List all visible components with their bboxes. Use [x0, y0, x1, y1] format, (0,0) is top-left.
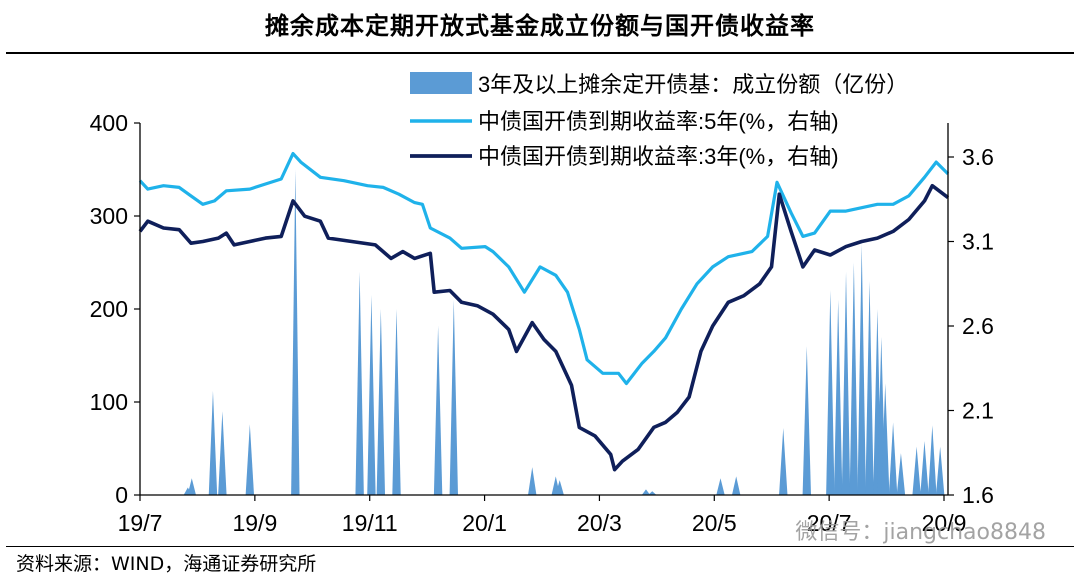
bar-mark — [245, 424, 255, 495]
bar-mark — [716, 478, 725, 495]
y-left-tick-label: 300 — [90, 203, 128, 229]
line-series-3y — [138, 183, 950, 472]
bar-mark — [779, 428, 788, 495]
line-series-5y — [138, 152, 950, 386]
bar-mark — [857, 243, 866, 495]
chart-canvas: 0 100 200 300 400 1.6 2.1 2.6 3.1 3.6 19/7 19/9 19/1… — [90, 72, 994, 536]
bar-mark — [935, 446, 945, 495]
tick-labels: 0 100 200 300 400 1.6 2.1 2.6 3.1 3.6 19/7 19/9 19/1… — [90, 110, 994, 536]
legend-swatch-bars — [410, 72, 472, 94]
y-left-tick-label: 400 — [90, 110, 128, 136]
bar-mark — [433, 325, 443, 495]
axes — [139, 123, 949, 496]
bar-mark — [449, 299, 458, 495]
line-series-group — [138, 152, 950, 472]
source-divider — [6, 546, 1074, 547]
y-left-tick-label: 0 — [115, 482, 128, 508]
y-left-tick-label: 100 — [90, 389, 128, 415]
bar-mark — [912, 446, 921, 495]
y-right-tick-label: 3.1 — [962, 229, 994, 255]
bar-mark — [367, 295, 376, 495]
x-tick-label: 20/5 — [692, 510, 737, 536]
title-divider — [6, 52, 1074, 54]
bar-mark — [291, 169, 300, 495]
x-tick-label: 19/9 — [232, 510, 277, 536]
bar-mark — [392, 309, 401, 495]
bar-mark — [218, 411, 227, 495]
bar-series — [183, 169, 945, 495]
y-left-tick-label: 200 — [90, 296, 128, 322]
y-right-tick-label: 2.1 — [962, 398, 994, 424]
x-tick-label: 20/7 — [807, 510, 852, 536]
bar-mark — [849, 262, 859, 495]
bar-mark — [920, 441, 929, 495]
bar-mark — [731, 476, 741, 495]
bar-mark — [841, 271, 851, 495]
y-right-tick-label: 2.6 — [962, 313, 994, 339]
bar-mark — [376, 309, 386, 495]
x-tick-label: 20/1 — [462, 510, 507, 536]
legend-label-bars: 3年及以上摊余定开债基：成立份额（亿份） — [478, 72, 908, 97]
chart-title: 摊余成本定期开放式基金成立份额与国开债收益率 — [265, 12, 815, 40]
title-bar: 摊余成本定期开放式基金成立份额与国开债收益率 — [0, 0, 1080, 52]
bar-mark — [802, 346, 811, 495]
bar-mark — [896, 453, 906, 495]
x-tick-label: 19/7 — [118, 510, 163, 536]
bar-mark — [833, 299, 843, 495]
bar-mark — [208, 390, 218, 495]
y-right-tick-label: 1.6 — [962, 482, 994, 508]
legend-label-5y: 中债国开债到期收益率:5年(%，右轴) — [478, 109, 839, 134]
bar-mark — [881, 383, 890, 495]
source-note: 资料来源：WIND，海通证券研究所 — [16, 553, 317, 575]
legend: 3年及以上摊余定开债基：成立份额（亿份） 中债国开债到期收益率:5年(%，右轴) 中… — [410, 72, 908, 169]
bar-mark — [865, 281, 874, 495]
bar-mark — [528, 467, 537, 495]
x-tick-label: 19/11 — [342, 510, 398, 536]
legend-label-3y: 中债国开债到期收益率:3年(%，右轴) — [478, 144, 839, 169]
bar-mark — [648, 491, 657, 495]
bar-mark — [888, 422, 898, 495]
y-right-tick-label: 3.6 — [962, 144, 994, 170]
bar-mark — [641, 489, 651, 495]
bar-mark — [928, 425, 937, 495]
watermark: 微信号：jiangchao8848 — [795, 520, 1046, 545]
bar-mark — [555, 480, 564, 495]
bar-mark — [355, 271, 364, 495]
x-tick-label: 20/9 — [922, 510, 967, 536]
bar-mark — [826, 290, 835, 495]
x-tick-label: 20/3 — [577, 510, 622, 536]
bar-mark — [187, 478, 196, 495]
